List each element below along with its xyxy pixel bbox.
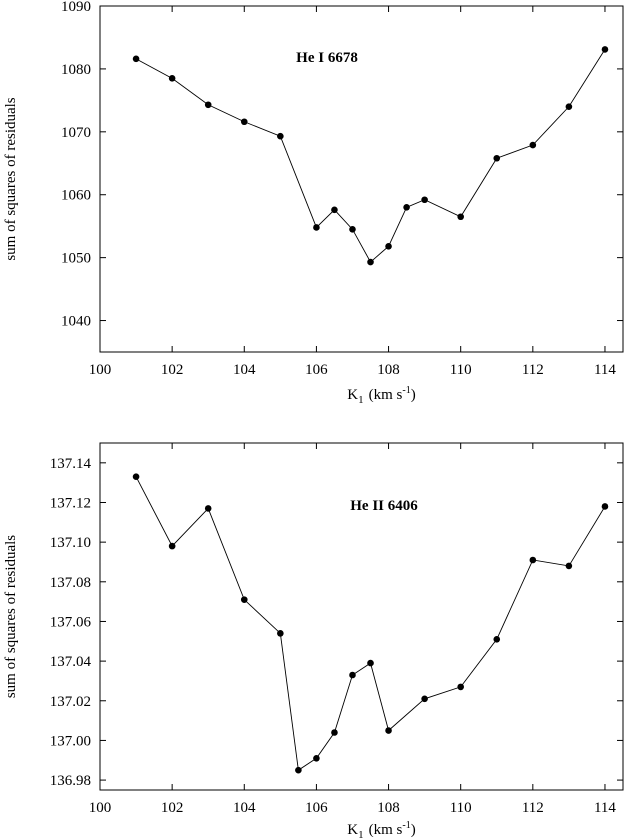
y-tick-label: 137.04 <box>50 654 92 670</box>
data-point <box>295 766 302 774</box>
x-axis-title-sup: -1 <box>402 820 410 831</box>
x-tick-label: 100 <box>89 800 112 816</box>
x-axis-title-close: ) <box>411 822 416 838</box>
x-axis-title-unit: (km s <box>369 822 403 838</box>
data-point <box>132 55 140 63</box>
y-axis-title: sum of squares of residuals <box>3 97 19 260</box>
x-axis-title-close: ) <box>411 387 416 403</box>
data-point <box>565 103 573 110</box>
data-point <box>421 695 428 703</box>
data-point <box>565 562 573 570</box>
data-point <box>601 46 609 53</box>
data-point <box>331 206 338 214</box>
y-axis-title: sum of squares of residuals <box>3 535 19 698</box>
x-tick-label: 106 <box>305 800 328 816</box>
y-tick-label: 137.14 <box>50 456 92 472</box>
y-tick-label: 137.02 <box>50 694 91 710</box>
x-axis-title-sub: 1 <box>358 394 364 406</box>
x-tick-label: 114 <box>594 800 616 816</box>
data-point <box>132 473 140 481</box>
series-line <box>135 476 606 771</box>
x-axis-title: K1 (km s-1) <box>347 820 415 840</box>
x-tick-label: 114 <box>594 362 616 378</box>
x-axis-title-sup: -1 <box>402 385 410 396</box>
data-point <box>457 683 464 691</box>
x-axis-title-unit: (km s <box>369 387 403 403</box>
data-point <box>331 729 338 736</box>
x-tick-label: 100 <box>89 362 112 378</box>
plot-frame <box>99 5 624 353</box>
chart-annotation: He I 6678 <box>296 50 358 66</box>
x-tick-label: 112 <box>522 800 544 816</box>
data-point <box>349 671 356 679</box>
data-point <box>367 659 374 667</box>
x-tick-label: 106 <box>305 362 328 378</box>
data-point <box>493 636 501 643</box>
y-tick-label: 137.12 <box>50 495 91 511</box>
x-axis-title-main: K <box>347 822 358 838</box>
series-line <box>135 49 606 263</box>
y-tick-label: 1040 <box>61 314 91 330</box>
x-tick-label: 104 <box>233 362 256 378</box>
data-point <box>529 141 537 149</box>
data-point <box>240 118 248 126</box>
x-tick-label: 110 <box>450 362 472 378</box>
data-point <box>240 596 248 603</box>
data-point <box>493 154 501 162</box>
y-tick-label: 137.08 <box>50 575 91 591</box>
x-axis-title-sub: 1 <box>358 829 364 840</box>
x-tick-label: 110 <box>450 800 472 816</box>
data-point <box>349 226 356 233</box>
data-point <box>385 727 392 734</box>
data-point <box>403 204 410 211</box>
x-tick-label: 104 <box>233 800 256 816</box>
x-tick-label: 112 <box>522 362 544 378</box>
x-tick-label: 108 <box>377 800 400 816</box>
data-point <box>529 556 537 564</box>
y-tick-label: 1060 <box>61 188 91 204</box>
data-point <box>421 196 428 204</box>
data-point <box>277 132 284 140</box>
data-point <box>204 505 212 512</box>
data-point <box>313 754 320 762</box>
x-tick-label: 108 <box>377 362 400 378</box>
plot-frame <box>99 442 624 791</box>
x-axis-title-main: K <box>347 387 358 403</box>
data-point <box>457 213 464 221</box>
bottom-chart-panel: 100 102 104 106 108 110 112 114 136.98 137.00 137.… <box>3 442 624 840</box>
y-tick-label: 1050 <box>61 251 91 267</box>
data-point <box>601 503 609 510</box>
y-tick-label: 136.98 <box>50 773 91 789</box>
x-axis-title: K1 (km s-1) <box>347 385 415 406</box>
y-tick-label: 1070 <box>61 125 91 141</box>
data-point <box>367 258 374 266</box>
data-point <box>168 75 176 82</box>
data-point <box>204 101 212 109</box>
y-tick-label: 137.06 <box>50 614 92 630</box>
x-tick-label: 102 <box>161 800 184 816</box>
data-point <box>277 630 284 637</box>
x-tick-label: 102 <box>161 362 184 378</box>
data-point <box>313 224 320 231</box>
chart-annotation: He II 6406 <box>350 498 418 514</box>
y-tick-label: 137.00 <box>50 733 91 749</box>
data-point <box>168 542 176 550</box>
y-tick-label: 1080 <box>61 62 91 78</box>
data-point <box>385 243 392 250</box>
top-chart-panel: 100 102 104 106 108 110 112 114 1040 1050 1060 1070… <box>3 0 624 406</box>
y-tick-label: 137.10 <box>50 535 91 551</box>
y-tick-label: 1090 <box>61 0 91 15</box>
